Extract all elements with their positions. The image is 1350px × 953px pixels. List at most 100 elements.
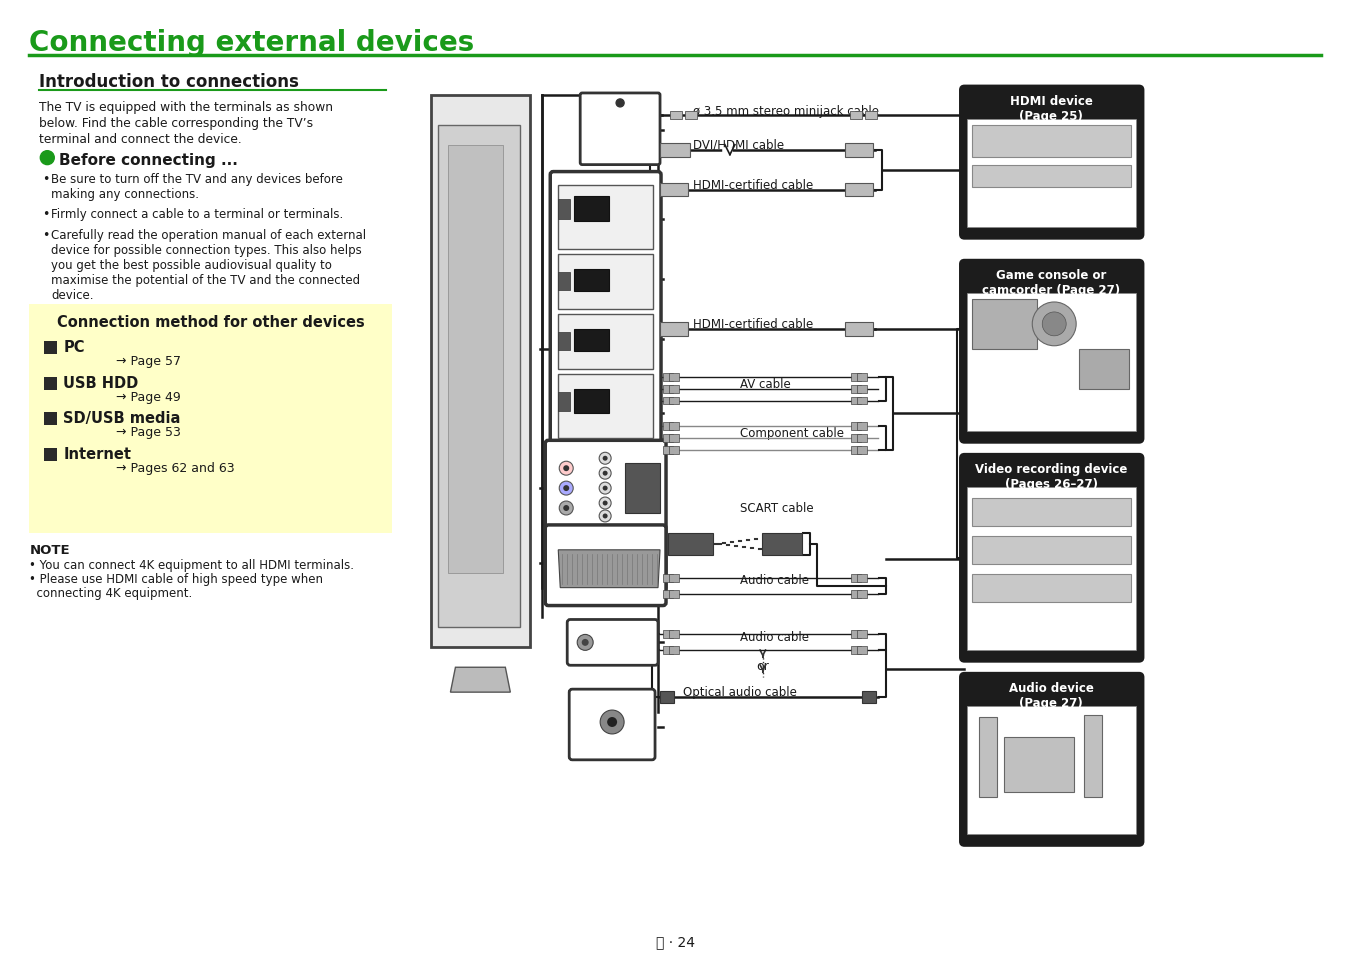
Text: HDMI 2: HDMI 2 bbox=[567, 261, 595, 270]
Text: hdmi: hdmi bbox=[582, 272, 599, 278]
Text: AUDIO (L/R): AUDIO (L/R) bbox=[608, 638, 648, 644]
Text: ø 3.5 mm stereo minijack cable: ø 3.5 mm stereo minijack cable bbox=[693, 105, 879, 118]
Circle shape bbox=[602, 471, 608, 476]
Bar bbox=[857, 447, 867, 455]
Bar bbox=[439, 126, 520, 628]
Text: Before connecting ...: Before connecting ... bbox=[59, 152, 238, 168]
Text: USB HDD: USB HDD bbox=[63, 375, 139, 390]
Circle shape bbox=[601, 710, 624, 734]
Circle shape bbox=[563, 505, 570, 512]
Text: Ⓖ · 24: Ⓖ · 24 bbox=[656, 934, 694, 948]
FancyBboxPatch shape bbox=[567, 619, 657, 665]
Polygon shape bbox=[451, 667, 510, 693]
Circle shape bbox=[582, 639, 589, 646]
Text: device.: device. bbox=[51, 289, 93, 302]
Bar bbox=[670, 374, 679, 381]
Circle shape bbox=[616, 100, 624, 108]
Circle shape bbox=[602, 501, 608, 506]
Bar bbox=[45, 413, 57, 426]
Text: EXT 1: EXT 1 bbox=[558, 536, 579, 544]
Text: Firmly connect a cable to a terminal or terminals.: Firmly connect a cable to a terminal or … bbox=[51, 208, 343, 221]
Text: HDMI 3: HDMI 3 bbox=[567, 320, 595, 330]
Text: •: • bbox=[42, 229, 50, 242]
Bar bbox=[45, 377, 57, 390]
Bar bbox=[625, 464, 660, 514]
Text: Connection method for other devices: Connection method for other devices bbox=[57, 314, 364, 330]
Bar bbox=[663, 423, 674, 431]
Text: AQUOS: AQUOS bbox=[458, 290, 493, 299]
Text: hdmi: hdmi bbox=[582, 391, 599, 397]
Circle shape bbox=[563, 486, 570, 492]
Bar bbox=[850, 397, 860, 405]
Bar bbox=[670, 435, 679, 443]
Text: DIGITAL
AUDIO
OUTPUT: DIGITAL AUDIO OUTPUT bbox=[597, 698, 628, 727]
Text: you get the best possible audiovisual quality to: you get the best possible audiovisual qu… bbox=[51, 259, 332, 272]
Bar bbox=[850, 435, 860, 443]
Circle shape bbox=[559, 481, 574, 496]
Text: terminal and connect the device.: terminal and connect the device. bbox=[39, 132, 242, 146]
Bar bbox=[864, 112, 876, 120]
Bar bbox=[972, 574, 1131, 602]
Bar bbox=[663, 647, 674, 655]
Text: HDMI-certified cable: HDMI-certified cable bbox=[693, 317, 813, 331]
FancyBboxPatch shape bbox=[960, 455, 1143, 661]
Bar bbox=[663, 385, 674, 394]
Text: below. Find the cable corresponding the TV’s: below. Find the cable corresponding the … bbox=[39, 116, 313, 130]
FancyBboxPatch shape bbox=[545, 441, 666, 591]
Text: Internet: Internet bbox=[63, 447, 131, 462]
Circle shape bbox=[578, 635, 593, 651]
Bar bbox=[559, 200, 570, 220]
Bar bbox=[857, 423, 867, 431]
Circle shape bbox=[608, 718, 617, 727]
Bar bbox=[850, 447, 860, 455]
Text: NOTE: NOTE bbox=[30, 543, 70, 557]
Bar bbox=[850, 590, 860, 598]
Text: HDMI 3
/PC
AUDIO
(L/R): HDMI 3 /PC AUDIO (L/R) bbox=[605, 110, 636, 150]
Bar bbox=[559, 255, 653, 310]
Text: → Page 57: → Page 57 bbox=[116, 355, 181, 367]
Text: Be sure to turn off the TV and any devices before: Be sure to turn off the TV and any devic… bbox=[51, 172, 343, 186]
Circle shape bbox=[40, 152, 54, 166]
Bar bbox=[559, 392, 570, 412]
Text: ARC    HDMI 1: ARC HDMI 1 bbox=[567, 192, 620, 200]
Circle shape bbox=[599, 468, 612, 479]
Text: DVI/HDMI cable: DVI/HDMI cable bbox=[693, 138, 784, 152]
Bar bbox=[663, 374, 674, 381]
Text: hdmi: hdmi bbox=[582, 332, 599, 337]
Bar bbox=[574, 330, 609, 352]
Text: → Page 49: → Page 49 bbox=[116, 390, 181, 403]
Bar bbox=[45, 449, 57, 462]
Text: Component cable: Component cable bbox=[740, 427, 844, 440]
Text: Introduction to connections: Introduction to connections bbox=[39, 73, 300, 91]
Bar bbox=[857, 574, 867, 582]
Bar bbox=[670, 112, 682, 120]
Text: HDMI device
(Page 25): HDMI device (Page 25) bbox=[1010, 95, 1092, 123]
Text: HDMI-certified cable: HDMI-certified cable bbox=[693, 178, 813, 192]
Text: hdmi: hdmi bbox=[582, 200, 599, 206]
Bar bbox=[857, 435, 867, 443]
Text: VIDEO: VIDEO bbox=[556, 451, 580, 459]
Text: SD/USB media: SD/USB media bbox=[63, 411, 181, 426]
Text: Carefully read the operation manual of each external: Carefully read the operation manual of e… bbox=[51, 229, 366, 242]
Bar bbox=[857, 385, 867, 394]
FancyBboxPatch shape bbox=[960, 87, 1143, 239]
Bar bbox=[1079, 350, 1129, 389]
Bar bbox=[972, 126, 1131, 157]
Bar bbox=[660, 183, 688, 197]
Bar bbox=[448, 146, 504, 573]
Bar bbox=[559, 314, 653, 369]
Bar bbox=[857, 590, 867, 598]
Bar bbox=[670, 574, 679, 582]
FancyBboxPatch shape bbox=[545, 525, 666, 606]
Bar bbox=[670, 590, 679, 598]
FancyBboxPatch shape bbox=[960, 261, 1143, 443]
Bar bbox=[663, 447, 674, 455]
Text: •: • bbox=[42, 208, 50, 221]
Bar bbox=[559, 375, 653, 439]
Bar bbox=[663, 574, 674, 582]
Bar bbox=[845, 144, 872, 157]
Circle shape bbox=[602, 514, 608, 519]
FancyBboxPatch shape bbox=[580, 93, 660, 166]
Bar bbox=[45, 341, 57, 355]
Bar bbox=[857, 631, 867, 639]
